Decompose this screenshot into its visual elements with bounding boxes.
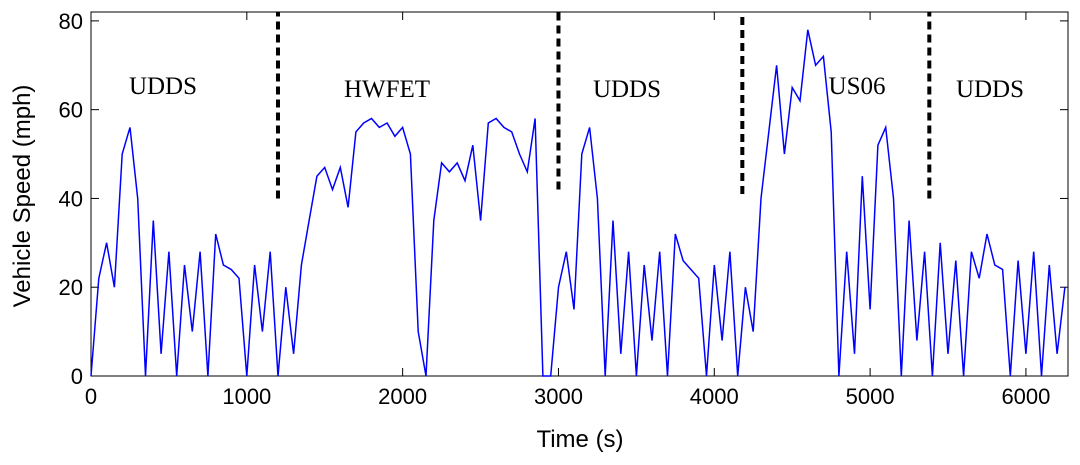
x-tick-label: 3000 [534,384,583,409]
speed-line [90,29,1066,377]
y-tick-label: 60 [59,98,83,123]
y-tick-label: 20 [59,275,83,300]
x-tick-label: 4000 [690,384,739,409]
x-tick-label: 0 [85,384,97,409]
y-axis-label: Vehicle Speed (mph) [9,85,36,308]
y-tick-label: 80 [59,9,83,34]
y-tick-label: 40 [59,186,83,211]
cycle-label: UDDS [129,73,197,100]
plot-frame [90,11,1069,377]
cycle-label: UDDS [593,76,661,103]
x-tick-label: 1000 [222,384,271,409]
x-axis-label: Time (s) [536,426,623,453]
x-tick-label: 2000 [378,384,427,409]
cycle-label: US06 [829,73,886,100]
cycle-label: HWFET [344,76,430,103]
cycle-label: UDDS [956,76,1024,103]
x-tick-label: 6000 [1001,384,1050,409]
x-tick-label: 5000 [846,384,895,409]
y-tick-label: 0 [71,364,83,389]
